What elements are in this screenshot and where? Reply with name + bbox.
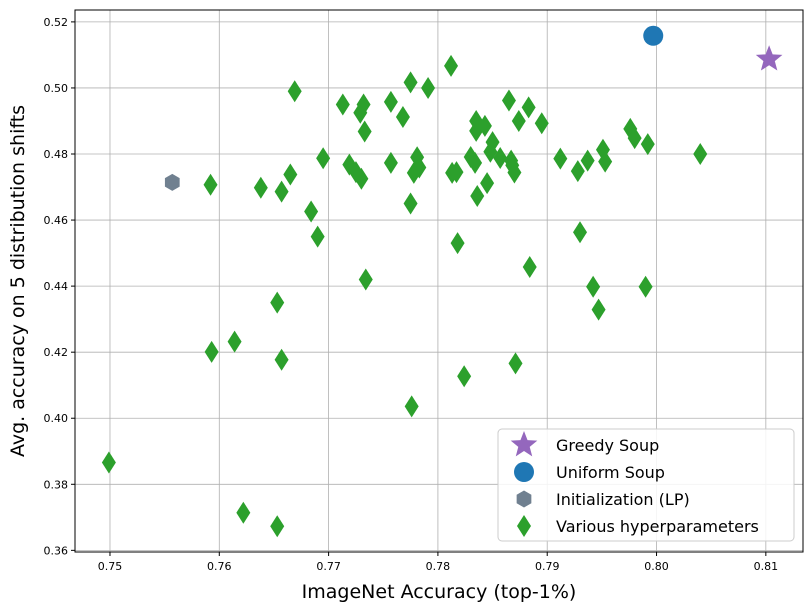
hyperparameter-point	[573, 221, 588, 244]
greedy-soup-point	[755, 45, 783, 71]
legend-label: Uniform Soup	[556, 463, 665, 482]
hyperparameter-point	[203, 173, 218, 196]
legend-label: Greedy Soup	[556, 436, 659, 455]
hyperparameter-point	[287, 80, 302, 103]
hyperparameter-point	[316, 147, 331, 170]
hyperparameter-point	[204, 340, 219, 363]
hyperparameter-point	[468, 151, 483, 174]
hyperparameter-point	[101, 451, 116, 474]
hyperparameter-point	[640, 133, 655, 156]
hyperparameter-point	[395, 106, 410, 129]
hyperparameter-point	[480, 172, 495, 195]
x-tick-label: 0.78	[426, 560, 451, 573]
x-tick-label: 0.76	[207, 560, 232, 573]
y-tick-label: 0.44	[44, 280, 69, 293]
hyperparameter-point	[586, 275, 601, 298]
legend-marker-greedy-soup	[510, 431, 538, 457]
hyperparameter-point	[511, 109, 526, 132]
hyperparameter-point	[627, 127, 642, 150]
x-tick-label: 0.75	[98, 560, 123, 573]
hyperparameter-point	[310, 225, 325, 248]
y-tick-label: 0.40	[44, 412, 69, 425]
hyperparameter-point	[403, 192, 418, 215]
hyperparameter-point	[534, 112, 549, 135]
hyperparameter-point	[477, 114, 492, 137]
x-tick-label: 0.81	[754, 560, 779, 573]
hyperparameter-point	[270, 291, 285, 314]
hyperparameter-point	[236, 501, 251, 524]
hyperparameter-point	[507, 161, 522, 184]
hyperparameter-point	[304, 200, 319, 223]
hyperparameter-point	[283, 163, 298, 186]
hyperparameter-point	[522, 255, 537, 278]
hyperparameter-point	[270, 515, 285, 538]
hyperparameter-point	[457, 365, 472, 388]
hyperparameter-point	[450, 232, 465, 255]
hyperparameter-point	[358, 268, 373, 291]
hyperparameter-point	[485, 131, 500, 154]
hyperparameter-point	[444, 54, 459, 77]
legend-label: Initialization (LP)	[556, 490, 690, 509]
data-points	[101, 25, 783, 538]
legend-marker-uniform-soup	[514, 462, 534, 482]
hyperparameter-point	[470, 184, 485, 207]
y-tick-label: 0.52	[44, 16, 69, 29]
hyperparameter-point	[508, 352, 523, 375]
hyperparameter-point	[354, 167, 369, 190]
legend: Greedy Soup Uniform Soup Initialization (L…	[497, 428, 795, 542]
y-tick-label: 0.48	[44, 148, 69, 161]
hyperparameter-point	[521, 96, 536, 119]
initialization-point	[164, 173, 180, 191]
hyperparameter-point	[638, 275, 653, 298]
hyperparameter-point	[591, 298, 606, 321]
axis-ticks: 0.75 0.76 0.77 0.78 0.79 0.80 0.81 0.36 0.38 0.40…	[44, 16, 779, 573]
y-tick-label: 0.38	[44, 478, 69, 491]
hyperparameter-point	[580, 149, 595, 172]
legend-label: Various hyperparameters	[556, 517, 759, 536]
x-tick-label: 0.79	[535, 560, 560, 573]
y-tick-label: 0.42	[44, 346, 69, 359]
hyperparameter-point	[570, 160, 585, 183]
hyperparameter-point	[227, 330, 242, 353]
grid-lines	[75, 10, 803, 552]
hyperparameter-point	[449, 161, 464, 184]
x-tick-label: 0.77	[316, 560, 341, 573]
hyperparameter-point	[383, 151, 398, 174]
x-axis-label: ImageNet Accuracy (top-1%)	[302, 581, 577, 603]
uniform-soup-point	[643, 25, 664, 46]
y-tick-label: 0.50	[44, 82, 69, 95]
hyperparameter-point	[598, 150, 613, 173]
hyperparameter-point	[383, 90, 398, 113]
hyperparameter-point	[553, 147, 568, 170]
y-tick-label: 0.46	[44, 214, 69, 227]
hyperparameter-point	[357, 120, 372, 143]
plot-frame	[74, 9, 804, 553]
hyperparameter-point	[404, 395, 419, 418]
hyperparameter-point	[501, 89, 516, 112]
legend-box	[497, 428, 795, 542]
hyperparameter-point	[356, 93, 371, 116]
legend-marker-initialization	[516, 490, 532, 508]
hyperparameter-point	[412, 156, 427, 179]
hyperparameter-point	[421, 76, 436, 99]
hyperparameter-point	[403, 71, 418, 94]
hyperparameter-point	[693, 143, 708, 166]
y-axis-label: Avg. accuracy on 5 distribution shifts	[7, 105, 29, 457]
legend-marker-hyperparameter	[517, 515, 531, 537]
hyperparameter-point	[335, 93, 350, 116]
y-tick-label: 0.36	[44, 544, 69, 557]
x-tick-label: 0.80	[644, 560, 669, 573]
hyperparameter-point	[253, 176, 268, 199]
hyperparameter-point	[274, 348, 289, 371]
hyperparameter-point	[493, 146, 508, 169]
hyperparameter-point	[274, 180, 289, 203]
